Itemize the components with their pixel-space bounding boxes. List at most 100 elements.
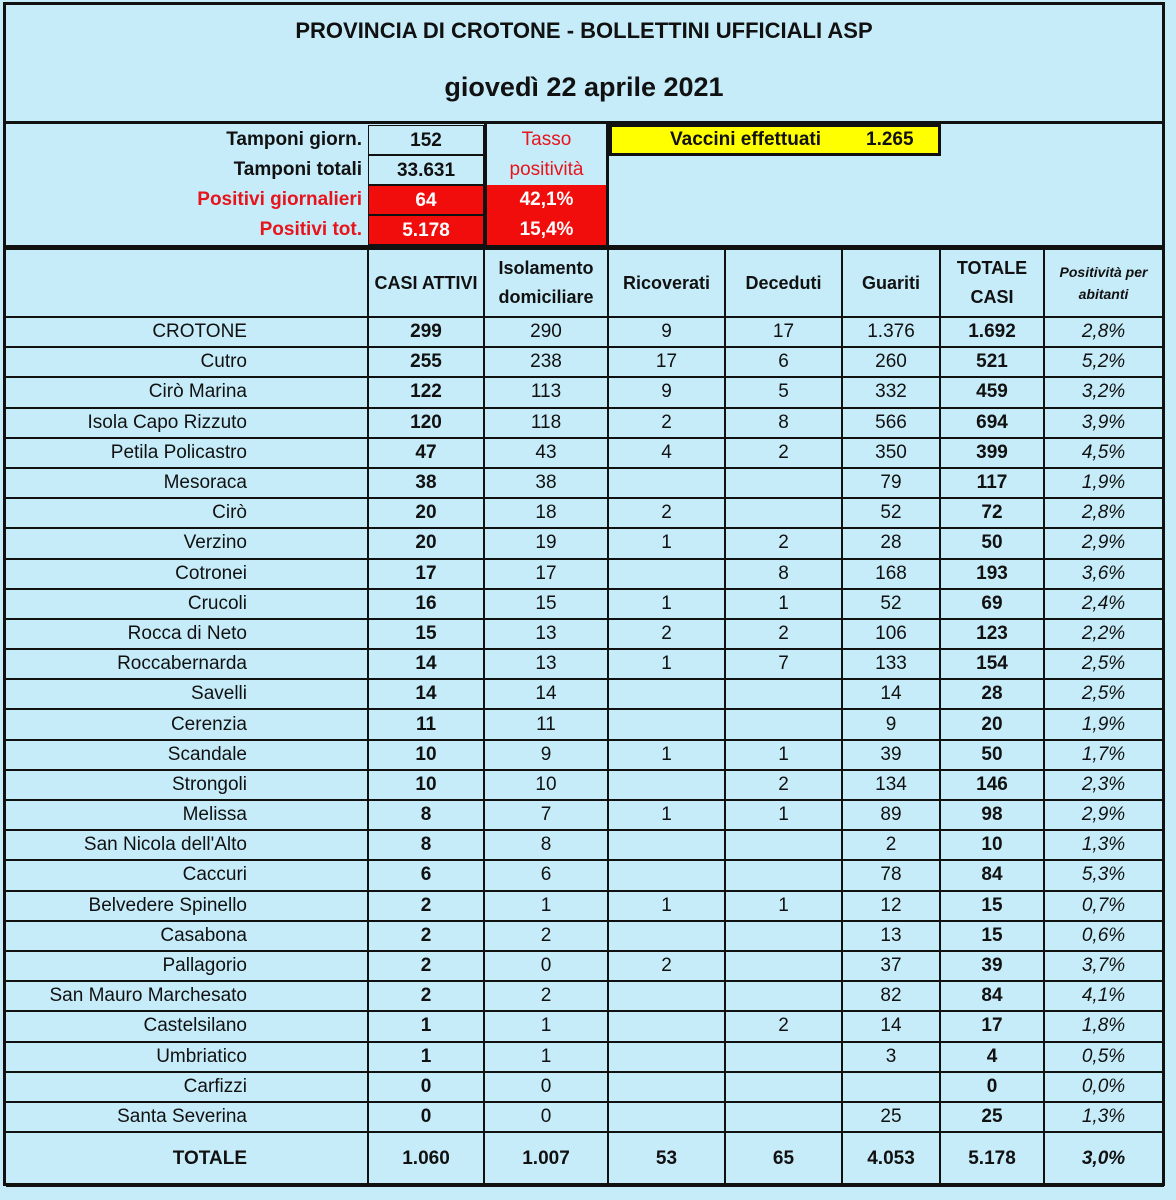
cell-ricoverati: 53 (607, 1131, 726, 1188)
vaccini-value: 1.265 (866, 129, 914, 150)
cell-municipality: San Nicola dell'Alto (6, 829, 369, 862)
cell-totale-casi: 459 (939, 376, 1045, 409)
cell-municipality: Isola Capo Rizzuto (6, 406, 369, 439)
cell-isolamento: 19 (483, 527, 609, 560)
cell-isolamento: 43 (483, 436, 609, 469)
divider (606, 122, 609, 248)
cell-deceduti: 17 (724, 315, 843, 349)
table-row: Umbriatico 1 1 3 4 0,5% (6, 1040, 1164, 1073)
cell-casi-attivi: 8 (367, 798, 485, 832)
cell-casi-attivi: 6 (367, 859, 485, 892)
cell-totale-casi: 123 (939, 617, 1045, 651)
cell-casi-attivi: 16 (367, 587, 485, 620)
cell-totale-casi: 694 (939, 406, 1045, 439)
cell-isolamento: 118 (483, 406, 609, 439)
cell-isolamento: 11 (483, 708, 609, 741)
table-row: Scandale 10 9 1 1 39 50 1,7% (6, 738, 1164, 771)
cell-ricoverati: 2 (607, 497, 726, 530)
table-row: Cutro 255 238 17 6 260 521 5,2% (6, 346, 1164, 379)
cell-deceduti: 2 (724, 527, 843, 560)
cell-deceduti: 1 (724, 587, 843, 620)
cell-ricoverati (607, 708, 726, 741)
cell-positivita: 2,4% (1043, 587, 1164, 620)
cell-casi-attivi: 10 (367, 768, 485, 802)
cell-casi-attivi: 2 (367, 980, 485, 1013)
cell-positivita: 2,9% (1043, 527, 1164, 560)
cell-ricoverati: 9 (607, 376, 726, 409)
cell-municipality: Cirò (6, 497, 369, 530)
cell-guariti: 78 (841, 859, 941, 892)
table-row: Santa Severina 0 0 25 25 1,3% (6, 1100, 1164, 1134)
cell-totale-casi: 72 (939, 497, 1045, 530)
cell-municipality: Casabona (6, 919, 369, 952)
table-row: Cirò Marina 122 113 9 5 332 459 3,2% (6, 376, 1164, 409)
cell-isolamento: 9 (483, 738, 609, 771)
cell-ricoverati: 4 (607, 436, 726, 469)
tasso-giornaliero-value: 42,1% (487, 185, 606, 215)
cell-positivita: 3,2% (1043, 376, 1164, 409)
cell-deceduti (724, 1040, 843, 1073)
cell-totale-casi: 193 (939, 557, 1045, 590)
cell-positivita: 5,3% (1043, 859, 1164, 892)
cell-deceduti: 8 (724, 406, 843, 439)
cell-guariti: 106 (841, 617, 941, 651)
cell-guariti: 566 (841, 406, 941, 439)
table-row: Pallagorio 2 0 2 37 39 3,7% (6, 949, 1164, 983)
bulletin-date: giovedì 22 aprile 2021 (444, 72, 724, 102)
cell-positivita: 3,0% (1043, 1131, 1164, 1188)
tamponi-totali-label: Tamponi totali (233, 159, 362, 180)
cell-guariti: 79 (841, 466, 941, 500)
cell-casi-attivi: 47 (367, 436, 485, 469)
cell-ricoverati: 1 (607, 889, 726, 922)
cell-positivita: 4,1% (1043, 980, 1164, 1013)
cell-deceduti (724, 466, 843, 500)
cell-positivita: 3,9% (1043, 406, 1164, 439)
cell-municipality: Melissa (6, 798, 369, 832)
column-header-municipality (6, 248, 369, 318)
cell-ricoverati: 1 (607, 738, 726, 771)
cell-guariti: 14 (841, 678, 941, 711)
cell-municipality: Savelli (6, 678, 369, 711)
positivita-label: positività (509, 159, 584, 180)
cases-table: CASI ATTIVI Isolamento domiciliare Ricover… (6, 248, 1164, 1188)
cell-positivita: 5,2% (1043, 346, 1164, 379)
cell-casi-attivi: 15 (367, 617, 485, 651)
cell-isolamento: 0 (483, 949, 609, 983)
cell-deceduti (724, 497, 843, 530)
positivi-giornalieri-label: Positivi giornalieri (197, 189, 362, 210)
cell-deceduti: 1 (724, 738, 843, 771)
cell-ricoverati (607, 980, 726, 1013)
table-row: San Nicola dell'Alto 8 8 2 10 1,3% (6, 829, 1164, 862)
cell-guariti: 52 (841, 587, 941, 620)
cell-totale-casi: 20 (939, 708, 1045, 741)
cell-casi-attivi: 20 (367, 527, 485, 560)
cell-ricoverati: 1 (607, 527, 726, 560)
cell-isolamento: 1 (483, 889, 609, 922)
table-row: Strongoli 10 10 2 134 146 2,3% (6, 768, 1164, 802)
cell-guariti: 28 (841, 527, 941, 560)
tasso-totale-value: 15,4% (487, 215, 606, 245)
cell-deceduti (724, 1100, 843, 1134)
cell-positivita: 1,9% (1043, 466, 1164, 500)
cell-municipality: Verzino (6, 527, 369, 560)
cell-isolamento: 2 (483, 919, 609, 952)
cell-isolamento: 1 (483, 1010, 609, 1043)
cell-isolamento: 13 (483, 617, 609, 651)
cell-guariti: 9 (841, 708, 941, 741)
table-row: CROTONE 299 290 9 17 1.376 1.692 2,8% (6, 315, 1164, 349)
cell-guariti: 2 (841, 829, 941, 862)
cell-guariti: 350 (841, 436, 941, 469)
cell-totale-casi: 50 (939, 738, 1045, 771)
cell-casi-attivi: 14 (367, 648, 485, 681)
cell-ricoverati (607, 466, 726, 500)
cell-positivita: 3,7% (1043, 949, 1164, 983)
cell-totale-casi: 0 (939, 1070, 1045, 1103)
cell-deceduti (724, 980, 843, 1013)
cell-isolamento: 290 (483, 315, 609, 349)
cell-municipality: Scandale (6, 738, 369, 771)
cell-totale-casi: 69 (939, 587, 1045, 620)
cell-totale-casi: 98 (939, 798, 1045, 832)
cell-ricoverati (607, 678, 726, 711)
cell-positivita: 2,2% (1043, 617, 1164, 651)
column-header-ricoverati: Ricoverati (607, 248, 726, 318)
